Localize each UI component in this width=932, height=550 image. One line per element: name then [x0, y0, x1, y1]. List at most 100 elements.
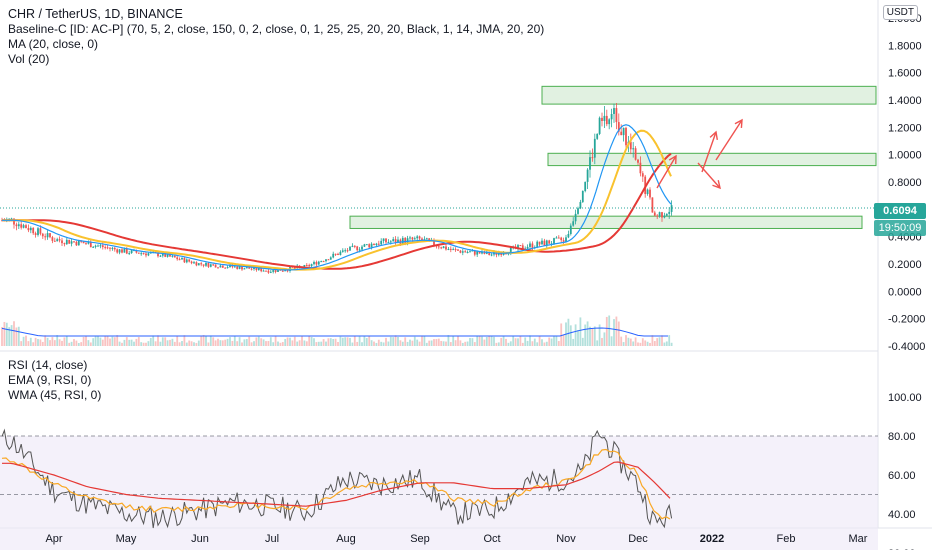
candle-body [248, 267, 251, 269]
indicator-baseline[interactable]: Baseline-C [ID: AC-P] (70, 5, 2, close, … [8, 22, 545, 36]
volume-bar [245, 339, 248, 346]
candle-body [613, 108, 615, 115]
candle-body [200, 263, 203, 265]
indicator-ema[interactable]: EMA (9, RSI, 0) [8, 373, 92, 387]
volume-bar [173, 341, 176, 346]
candle-body [401, 237, 404, 245]
volume-bar [394, 335, 397, 346]
volume-bar [224, 339, 227, 346]
volume-bar [97, 335, 99, 346]
volume-bar [483, 339, 486, 346]
candle-body [87, 242, 90, 244]
candle-body [428, 238, 431, 241]
price-tick-label: 1.0000 [888, 150, 922, 162]
volume-bar [190, 341, 193, 346]
time-tick-label: Apr [45, 533, 62, 545]
volume-bar [653, 341, 656, 346]
volume-bar [545, 341, 548, 346]
candle-body [421, 238, 423, 241]
candle-body [572, 221, 575, 226]
candle-body [97, 245, 99, 247]
volume-bar [219, 340, 222, 346]
volume-bar [17, 326, 20, 346]
volume-bar [656, 338, 659, 346]
candle-body [219, 265, 222, 268]
candle-body [92, 246, 95, 248]
volume-bar [207, 342, 210, 346]
volume-bar [387, 341, 390, 346]
volume-ma-line [1, 327, 668, 337]
zone-1 [547, 152, 877, 167]
candle-body [473, 250, 476, 255]
symbol-title[interactable]: CHR / TetherUS, 1D, BINANCE [8, 7, 183, 21]
candle-body [389, 241, 392, 243]
volume-bar [442, 341, 445, 346]
volume-bar [253, 341, 255, 346]
volume-bar [265, 341, 267, 346]
indicator-ma[interactable]: MA (20, close, 0) [8, 37, 99, 51]
volume-bar [255, 337, 258, 346]
volume-bar [363, 336, 366, 346]
volume-bar [157, 335, 159, 346]
indicator-wma[interactable]: WMA (45, RSI, 0) [8, 388, 102, 402]
volume-bar [553, 335, 555, 346]
volume-bar [10, 325, 13, 346]
candle-body [661, 212, 663, 218]
candle-body [140, 253, 143, 255]
volume-bar [401, 341, 404, 346]
volume-bar [214, 340, 217, 346]
candle-body [653, 212, 656, 216]
candle-body [365, 244, 368, 246]
candle-body [447, 248, 450, 250]
volume-bar [267, 341, 270, 346]
candle-body [449, 248, 452, 250]
ma-red-line [2, 152, 672, 270]
volume-bar [449, 342, 452, 346]
candle-body [185, 259, 188, 263]
volume-bar [308, 336, 311, 346]
indicator-vol[interactable]: Vol (20) [8, 52, 50, 66]
volume-bar [260, 338, 263, 346]
volume-bar [34, 337, 37, 346]
volume-bar [231, 340, 234, 346]
volume-bar [577, 330, 579, 346]
candle-body [85, 243, 87, 245]
candle-body [176, 257, 179, 260]
candle-body [392, 239, 395, 242]
volume-bar [327, 338, 330, 346]
candle-body [445, 246, 447, 250]
candle-body [269, 271, 272, 273]
candle-body [53, 240, 56, 242]
volume-bar [476, 335, 479, 346]
volume-bar [133, 341, 135, 346]
time-tick-label: 2022 [700, 533, 724, 545]
rsi-ema-line [1, 448, 671, 520]
candle-body [89, 242, 92, 248]
currency-label[interactable]: USDT [882, 5, 918, 20]
candle-body [541, 240, 543, 245]
volume-bar [668, 335, 671, 346]
candle-body [22, 225, 25, 228]
volume-bar [61, 340, 63, 346]
candle-body [668, 211, 671, 214]
candle-body [363, 244, 366, 247]
volume-bar [305, 341, 308, 346]
volume-bar [512, 335, 515, 346]
candle-body [574, 213, 577, 222]
ma-blue-line [2, 124, 672, 271]
volume-bar [404, 337, 407, 346]
volume-bar [425, 342, 428, 346]
volume-bar [517, 338, 519, 346]
price-tick-label: 1.8000 [888, 40, 922, 52]
volume-bar [8, 327, 11, 346]
candle-body [440, 247, 443, 249]
candle-body [670, 205, 673, 212]
volume-bar [159, 341, 162, 346]
volume-bar [464, 341, 467, 346]
indicator-rsi[interactable]: RSI (14, close) [8, 358, 88, 372]
projection-arrow-head [709, 130, 718, 141]
volume-bar [644, 340, 647, 346]
candle-body [58, 239, 61, 241]
volume-bar [524, 337, 527, 346]
